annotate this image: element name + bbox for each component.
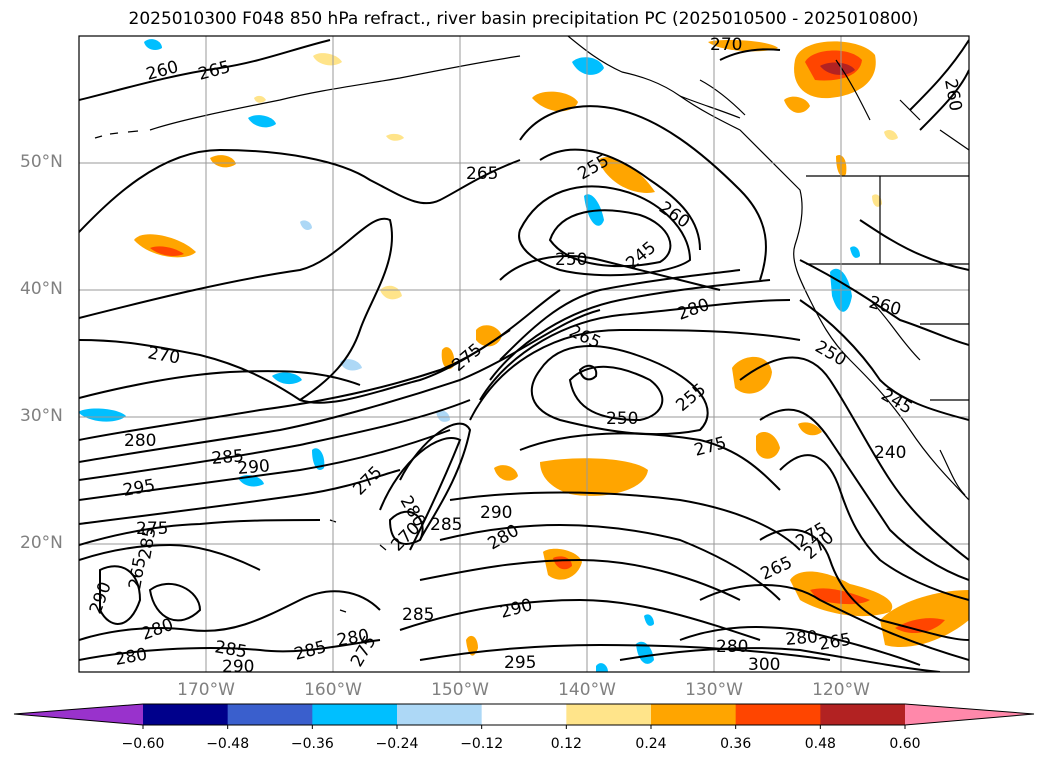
colorbar-tick-label: −0.48: [206, 736, 250, 752]
gridlines: [79, 36, 969, 672]
precip-positive-shading: [134, 40, 969, 656]
lon-label-130w: 130°W: [685, 680, 743, 700]
svg-text:280: 280: [716, 637, 748, 657]
colorbar-tick-label: −0.60: [121, 736, 165, 752]
colorbar-segment: [143, 704, 229, 725]
colorbar-tick-label: 0.36: [720, 736, 752, 752]
colorbar-segment: [735, 704, 821, 725]
colorbar-ticks: [142, 725, 906, 729]
svg-text:295: 295: [504, 653, 536, 673]
colorbar-tick-label: 0.12: [550, 736, 582, 752]
lat-label-30n: 30°N: [20, 406, 63, 426]
lon-label-140w: 140°W: [558, 680, 616, 700]
map-frame: [78, 35, 970, 673]
svg-text:280: 280: [785, 627, 819, 650]
colorbar-extend-low: [14, 704, 143, 725]
lon-label-150w: 150°W: [431, 680, 489, 700]
svg-text:275: 275: [136, 519, 168, 539]
svg-text:290: 290: [480, 503, 512, 523]
svg-text:280: 280: [124, 431, 156, 451]
colorbar-tick-label: 0.48: [804, 736, 836, 752]
colorbar-segment: [481, 704, 567, 725]
svg-text:290: 290: [222, 657, 254, 677]
colorbar-tick-label: −0.12: [460, 736, 504, 752]
colorbar-segments: [14, 704, 1034, 725]
svg-text:290: 290: [237, 456, 271, 479]
lon-label-170w: 170°W: [177, 680, 235, 700]
svg-text:240: 240: [874, 443, 906, 463]
coastlines: [94, 36, 969, 613]
colorbar-segment: [820, 704, 906, 725]
colorbar-segment: [651, 704, 737, 725]
svg-text:285: 285: [402, 605, 434, 625]
map-frame-bg: [79, 36, 969, 672]
svg-text:270: 270: [710, 35, 742, 55]
svg-text:285: 285: [211, 446, 245, 469]
svg-text:265: 265: [466, 164, 498, 184]
colorbar-tick-label: 0.60: [889, 736, 921, 752]
colorbar-tick-label: −0.24: [375, 736, 419, 752]
colorbar-extend-high: [905, 704, 1034, 725]
colorbar-tick-label: 0.24: [635, 736, 667, 752]
lon-label-160w: 160°W: [304, 680, 362, 700]
svg-text:250: 250: [606, 409, 638, 429]
svg-text:300: 300: [748, 655, 780, 675]
lon-label-120w: 120°W: [812, 680, 870, 700]
colorbar-segment: [227, 704, 313, 725]
lat-label-50n: 50°N: [20, 152, 63, 172]
map-title: 2025010300 F048 850 hPa refract., river …: [128, 9, 919, 29]
svg-text:285: 285: [430, 515, 462, 535]
colorbar-tick-label: −0.36: [290, 736, 334, 752]
colorbar-segment: [566, 704, 652, 725]
lat-label-20n: 20°N: [20, 533, 63, 553]
lat-label-40n: 40°N: [20, 279, 63, 299]
refractivity-contours: [79, 39, 969, 672]
colorbar-segment: [312, 704, 398, 725]
colorbar-segment: [397, 704, 483, 725]
svg-text:250: 250: [555, 250, 587, 270]
colorbar-outline: [13, 703, 1035, 726]
